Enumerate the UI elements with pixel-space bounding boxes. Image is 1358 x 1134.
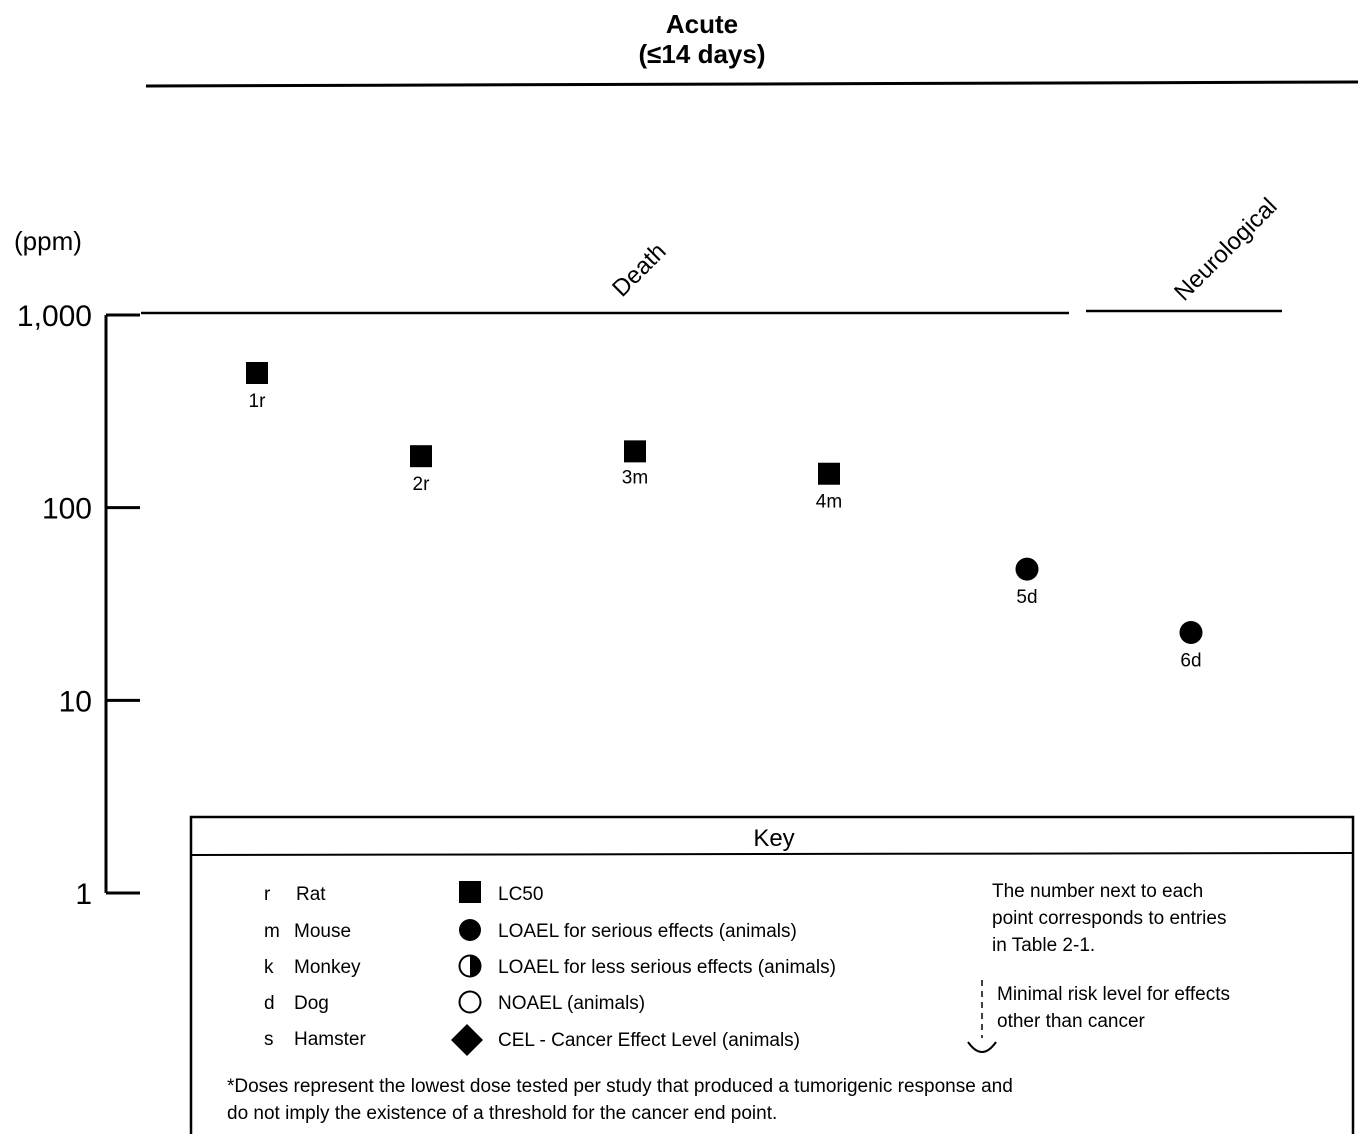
mrl-label-line: Minimal risk level for effects	[997, 984, 1230, 1005]
species-code: m	[264, 921, 280, 942]
key-note-line: The number next to each	[992, 881, 1203, 902]
open-circle-icon	[458, 990, 482, 1014]
data-point-label: 3m	[622, 467, 648, 488]
data-point-square	[246, 361, 268, 384]
y-tick-label: 100	[42, 493, 92, 526]
data-point-square	[624, 440, 646, 463]
species-name: Mouse	[294, 921, 351, 942]
data-point-square	[410, 445, 432, 468]
data-point-circle	[1015, 557, 1039, 581]
key-symbol-list: LC50 LOAEL for serious effects (animals)…	[451, 881, 836, 1056]
symbol-label: LOAEL for serious effects (animals)	[498, 921, 797, 942]
species-name: Hamster	[294, 1029, 366, 1050]
footnote-line: do not imply the existence of a threshol…	[227, 1103, 777, 1124]
y-axis-ticks: 1,000 100 10 1	[17, 300, 140, 911]
species-code: s	[264, 1029, 274, 1050]
key-note-line: point corresponds to entries	[992, 908, 1226, 929]
key-note-line: in Table 2-1.	[992, 935, 1095, 956]
key-species-list: r Rat m Mouse k Monkey d Dog s Hamster	[264, 884, 366, 1050]
key-footnote: *Doses represent the lowest dose tested …	[227, 1076, 1013, 1124]
symbol-label: LC50	[498, 884, 543, 905]
species-code: d	[264, 993, 275, 1014]
symbol-label: NOAEL (animals)	[498, 993, 645, 1014]
species-code: k	[264, 957, 274, 978]
key-box	[189, 815, 1355, 1134]
data-point-circle	[1179, 620, 1203, 644]
data-point-label: 6d	[1180, 650, 1201, 671]
mrl-label-line: other than cancer	[997, 1011, 1146, 1032]
category-label-death: Death	[607, 238, 671, 302]
y-tick-label: 10	[59, 685, 92, 718]
symbol-label: LOAEL for less serious effects (animals)	[498, 957, 836, 978]
species-name: Monkey	[294, 957, 361, 978]
species-name: Dog	[294, 993, 329, 1014]
y-tick-label: 1,000	[17, 300, 92, 333]
data-points: 1r 2r 3m 4m 5d 6d	[246, 361, 1203, 671]
diamond-icon	[451, 1024, 483, 1056]
data-point-label: 4m	[816, 492, 842, 513]
chart-title: Acute	[666, 9, 738, 39]
key-note: The number next to each point correspond…	[992, 881, 1226, 956]
lc50-square-icon	[459, 881, 481, 903]
filled-circle-icon	[459, 919, 481, 941]
data-point-label: 1r	[249, 391, 267, 412]
chart-subtitle: (≤14 days)	[639, 39, 766, 69]
symbol-label: CEL - Cancer Effect Level (animals)	[498, 1030, 800, 1051]
data-point-square	[818, 462, 840, 485]
category-label-neurological: Neurological	[1169, 193, 1282, 306]
species-code: r	[264, 884, 271, 905]
mrl-arrowhead-icon	[967, 1041, 997, 1053]
title-rule	[145, 80, 1358, 88]
key-title: Key	[753, 825, 794, 852]
footnote-line: *Doses represent the lowest dose tested …	[227, 1076, 1013, 1097]
data-point-label: 5d	[1016, 587, 1037, 608]
key-title-divider	[190, 852, 1354, 856]
y-tick-label: 1	[75, 878, 92, 911]
y-axis-unit-label: (ppm)	[14, 226, 82, 256]
half-filled-circle-right-half	[470, 955, 481, 977]
species-name: Rat	[296, 884, 326, 905]
key-mrl: Minimal risk level for effects other tha…	[967, 980, 1230, 1053]
data-point-label: 2r	[413, 474, 431, 495]
